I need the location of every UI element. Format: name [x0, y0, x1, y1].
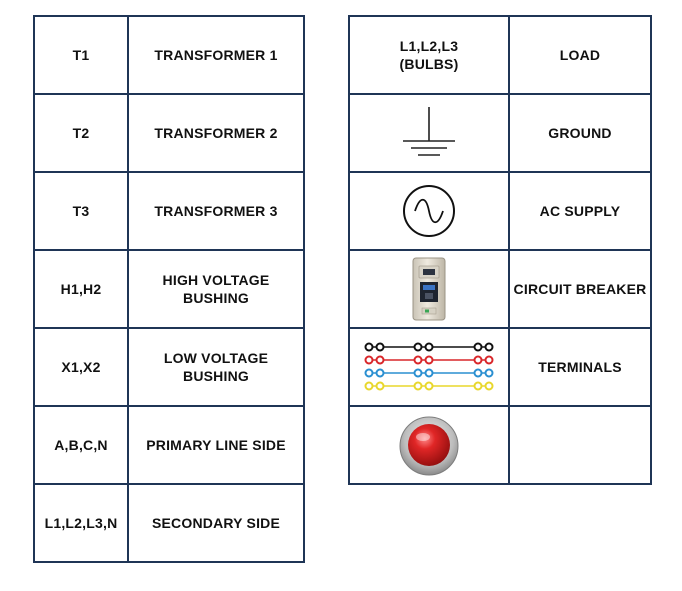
description-cell-empty	[508, 405, 652, 485]
table-row: AC SUPPLY	[348, 171, 652, 251]
table-row: A,B,C,N PRIMARY LINE SIDE	[33, 405, 305, 485]
table-row: H1,H2 HIGH VOLTAGE BUSHING	[33, 249, 305, 329]
symbol-cell	[348, 405, 510, 485]
code-cell: T3	[33, 171, 129, 251]
right-legend-table: L1,L2,L3 (BULBS) LOAD GROUND AC	[348, 15, 652, 485]
code-cell: X1,X2	[33, 327, 129, 407]
table-row: L1,L2,L3,N SECONDARY SIDE	[33, 483, 305, 563]
description-cell: TRANSFORMER 3	[127, 171, 305, 251]
table-row: X1,X2 LOW VOLTAGE BUSHING	[33, 327, 305, 407]
description-cell: LOW VOLTAGE BUSHING	[127, 327, 305, 407]
terminals-icon	[364, 342, 494, 391]
table-row: GROUND	[348, 93, 652, 173]
description-cell: HIGH VOLTAGE BUSHING	[127, 249, 305, 329]
symbol-cell	[348, 93, 510, 173]
table-row: L1,L2,L3 (BULBS) LOAD	[348, 15, 652, 95]
table-row: T2 TRANSFORMER 2	[33, 93, 305, 173]
table-row: TERMINALS	[348, 327, 652, 407]
ground-icon	[403, 107, 455, 156]
left-legend-table: T1 TRANSFORMER 1 T2 TRANSFORMER 2 T3 TRA…	[33, 15, 305, 563]
description-cell: TERMINALS	[508, 327, 652, 407]
symbol-cell	[348, 249, 510, 329]
description-cell: LOAD	[508, 15, 652, 95]
description-cell: CIRCUIT BREAKER	[508, 249, 652, 329]
description-cell: AC SUPPLY	[508, 171, 652, 251]
circuit-breaker-icon	[412, 257, 446, 321]
code-cell: T2	[33, 93, 129, 173]
table-row: T1 TRANSFORMER 1	[33, 15, 305, 95]
code-cell: A,B,C,N	[33, 405, 129, 485]
symbol-cell	[348, 171, 510, 251]
code-cell: L1,L2,L3,N	[33, 483, 129, 563]
description-cell: PRIMARY LINE SIDE	[127, 405, 305, 485]
table-row: CIRCUIT BREAKER	[348, 249, 652, 329]
symbol-cell	[348, 327, 510, 407]
description-cell: TRANSFORMER 1	[127, 15, 305, 95]
symbol-text-cell: L1,L2,L3 (BULBS)	[348, 15, 510, 95]
code-cell: T1	[33, 15, 129, 95]
code-cell: H1,H2	[33, 249, 129, 329]
ac-supply-icon	[403, 185, 455, 237]
table-row	[348, 405, 652, 485]
description-cell: TRANSFORMER 2	[127, 93, 305, 173]
description-cell: SECONDARY SIDE	[127, 483, 305, 563]
red-button-icon	[399, 416, 459, 476]
description-cell: GROUND	[508, 93, 652, 173]
table-row: T3 TRANSFORMER 3	[33, 171, 305, 251]
